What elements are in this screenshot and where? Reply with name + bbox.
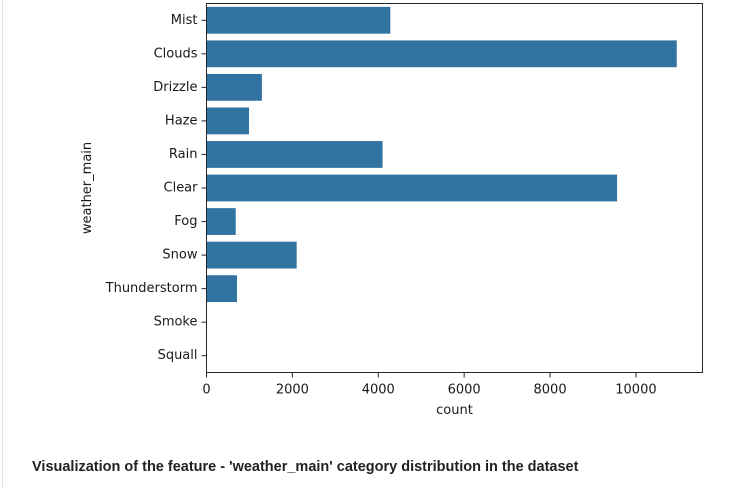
bars-group bbox=[206, 6, 677, 370]
y-tick-label-mist: Mist bbox=[171, 13, 198, 28]
y-tick-label-fog: Fog bbox=[174, 214, 197, 229]
bar-clouds bbox=[206, 40, 677, 68]
bar-rain bbox=[206, 141, 383, 168]
y-tick-label-clouds: Clouds bbox=[154, 46, 198, 61]
bar-mist bbox=[206, 6, 391, 34]
bar-thunderstorm bbox=[206, 275, 237, 303]
y-tick-label-rain: Rain bbox=[169, 147, 198, 162]
y-tick-label-haze: Haze bbox=[165, 113, 198, 128]
plot-area-frame bbox=[206, 3, 703, 373]
x-tick-label: 8000 bbox=[534, 383, 567, 398]
bar-snow bbox=[206, 241, 297, 269]
bar-fog bbox=[206, 208, 236, 235]
x-tick-label: 6000 bbox=[448, 383, 481, 398]
bar-haze bbox=[206, 107, 250, 135]
figure-caption: Visualization of the feature - 'weather_… bbox=[32, 459, 579, 475]
y-tick-label-drizzle: Drizzle bbox=[153, 80, 197, 95]
y-axis-label: weather_main bbox=[80, 142, 95, 234]
y-tick-label-snow: Snow bbox=[162, 248, 197, 263]
cell-left-border bbox=[2, 0, 3, 489]
bar-clear bbox=[206, 174, 618, 202]
x-tick-label: 0 bbox=[202, 383, 210, 398]
x-axis-ticks: 0 2000 4000 6000 8000 10000 bbox=[202, 372, 657, 398]
bar-drizzle bbox=[206, 73, 262, 101]
y-tick-label-squall: Squall bbox=[158, 348, 198, 363]
y-axis-ticks: Mist Clouds Drizzle Haze Rain Clear Fog Snow Thu… bbox=[105, 13, 207, 363]
x-axis-label: count bbox=[436, 403, 473, 418]
x-tick-label: 10000 bbox=[615, 383, 656, 398]
y-tick-label-clear: Clear bbox=[164, 181, 199, 196]
x-tick-label: 4000 bbox=[362, 383, 395, 398]
x-tick-label: 2000 bbox=[276, 383, 309, 398]
y-tick-label-smoke: Smoke bbox=[154, 315, 198, 330]
y-tick-label-thunderstorm: Thunderstorm bbox=[105, 281, 198, 296]
